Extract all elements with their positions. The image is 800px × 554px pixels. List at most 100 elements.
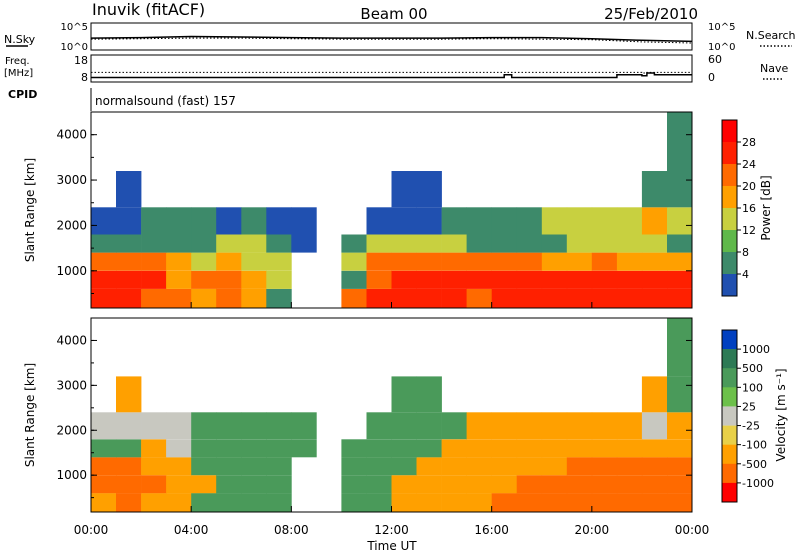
velocity-panel: 4000 3000 2000 1000 Slant Range [km] 1000 50…: [23, 317, 788, 513]
power-colorbar-swatch: [722, 120, 737, 143]
velocity-cell: [266, 457, 292, 476]
velocity-cell: [616, 493, 643, 512]
velocity-ytick-label: 3000: [56, 378, 87, 392]
velocity-cell: [391, 493, 417, 512]
power-cell: [141, 207, 167, 235]
station-title: Inuvik (fitACF): [92, 0, 205, 19]
power-cell: [241, 252, 267, 271]
power-heatmap: [91, 112, 693, 308]
power-colorbar-swatch: [722, 230, 737, 253]
sky-right-tick-bottom: 10^0: [708, 42, 735, 53]
power-cell: [441, 288, 467, 308]
power-cell: [241, 270, 267, 289]
power-cell: [667, 288, 693, 308]
velocity-cell: [441, 439, 467, 458]
power-cell: [116, 234, 142, 253]
velocity-cell: [241, 439, 267, 458]
power-cell: [116, 252, 142, 271]
velocity-cell: [667, 439, 693, 458]
power-cell: [366, 207, 392, 235]
power-ytick-label: 4000: [56, 128, 87, 142]
velocity-cell: [91, 412, 117, 440]
power-cell: [616, 288, 643, 308]
velocity-cell: [566, 412, 593, 440]
power-cell: [441, 207, 467, 235]
velocity-cell: [466, 412, 492, 440]
velocity-colorbar-label: -100: [742, 439, 767, 452]
velocity-cell: [441, 493, 467, 512]
freq-left-label-1: Freq.: [5, 56, 30, 67]
velocity-colorbar-label: -1000: [742, 477, 774, 490]
power-cell: [141, 288, 167, 308]
power-cell: [341, 234, 367, 253]
power-cell: [191, 288, 217, 308]
power-cell: [491, 234, 518, 253]
power-cell: [166, 270, 192, 289]
power-cell: [216, 252, 242, 271]
x-axis-ticks: 00:00 04:00 08:00 12:00 16:00 20:00 00:00: [74, 302, 710, 537]
velocity-cell: [266, 475, 292, 494]
power-panel: 4000 3000 2000 1000 Slant Range [km] 28 24 20…: [23, 111, 773, 309]
velocity-cell: [616, 439, 643, 458]
power-cell: [667, 207, 693, 235]
power-cell: [416, 252, 442, 271]
power-cell: [541, 270, 568, 289]
velocity-colorbar-title: Velocity [m s⁻¹]: [774, 368, 788, 461]
velocity-colorbar: 1000 500 100 25 -25 -100 -500 -1000: [721, 329, 774, 503]
power-ytick-label: 2000: [56, 218, 87, 232]
freq-panel-frame: [90, 54, 693, 83]
freq-series-nave: [91, 71, 692, 74]
velocity-colorbar-label: -25: [742, 420, 760, 433]
date-title: 25/Feb/2010: [604, 5, 698, 23]
velocity-cell: [366, 475, 392, 494]
power-cell: [341, 288, 367, 308]
power-cell: [566, 234, 593, 253]
power-cell: [241, 288, 267, 308]
power-cell: [266, 234, 292, 253]
x-tick-label: 00:00: [675, 523, 710, 537]
velocity-ytick-label: 4000: [56, 333, 87, 347]
velocity-ytick-label: 2000: [56, 423, 87, 437]
velocity-cell: [416, 376, 442, 413]
power-cell: [667, 252, 693, 271]
power-cell: [366, 270, 392, 289]
sky-panel: N.Sky 10^5 10^0 10^5 10^0 N.Search: [4, 22, 796, 53]
power-cell: [566, 288, 593, 308]
velocity-cell: [366, 493, 392, 512]
power-cell: [216, 234, 242, 253]
velocity-colorbar-swatch: [722, 482, 737, 503]
velocity-colorbar-label: 1000: [742, 343, 770, 356]
power-colorbar-label: 12: [742, 224, 756, 237]
power-cell: [166, 207, 192, 235]
velocity-cell: [516, 457, 543, 476]
velocity-cell: [216, 493, 242, 512]
velocity-cell: [241, 475, 267, 494]
power-cell: [91, 252, 117, 271]
power-cell: [166, 288, 192, 308]
sky-left-label: N.Sky: [4, 33, 36, 46]
velocity-cell: [266, 439, 292, 458]
power-cell: [116, 171, 142, 208]
power-y-ticks: 4000 3000 2000 1000: [56, 111, 692, 294]
velocity-cell: [667, 318, 693, 377]
velocity-cell: [216, 457, 242, 476]
velocity-cell: [341, 439, 367, 458]
power-cell: [291, 234, 317, 253]
power-cell: [616, 270, 643, 289]
power-cell: [541, 288, 568, 308]
power-cell: [416, 288, 442, 308]
cpid-text: normalsound (fast) 157: [95, 94, 236, 108]
velocity-cell: [216, 475, 242, 494]
power-cell: [391, 270, 417, 289]
power-cell: [266, 288, 292, 308]
velocity-cell: [616, 457, 643, 476]
velocity-cell: [366, 457, 392, 476]
velocity-cell: [341, 457, 367, 476]
power-cell: [116, 288, 142, 308]
velocity-cell: [91, 439, 117, 458]
velocity-cell: [591, 475, 618, 494]
power-cell: [266, 270, 292, 289]
power-cell: [491, 207, 518, 235]
velocity-cell: [166, 493, 192, 512]
power-cell: [566, 252, 593, 271]
